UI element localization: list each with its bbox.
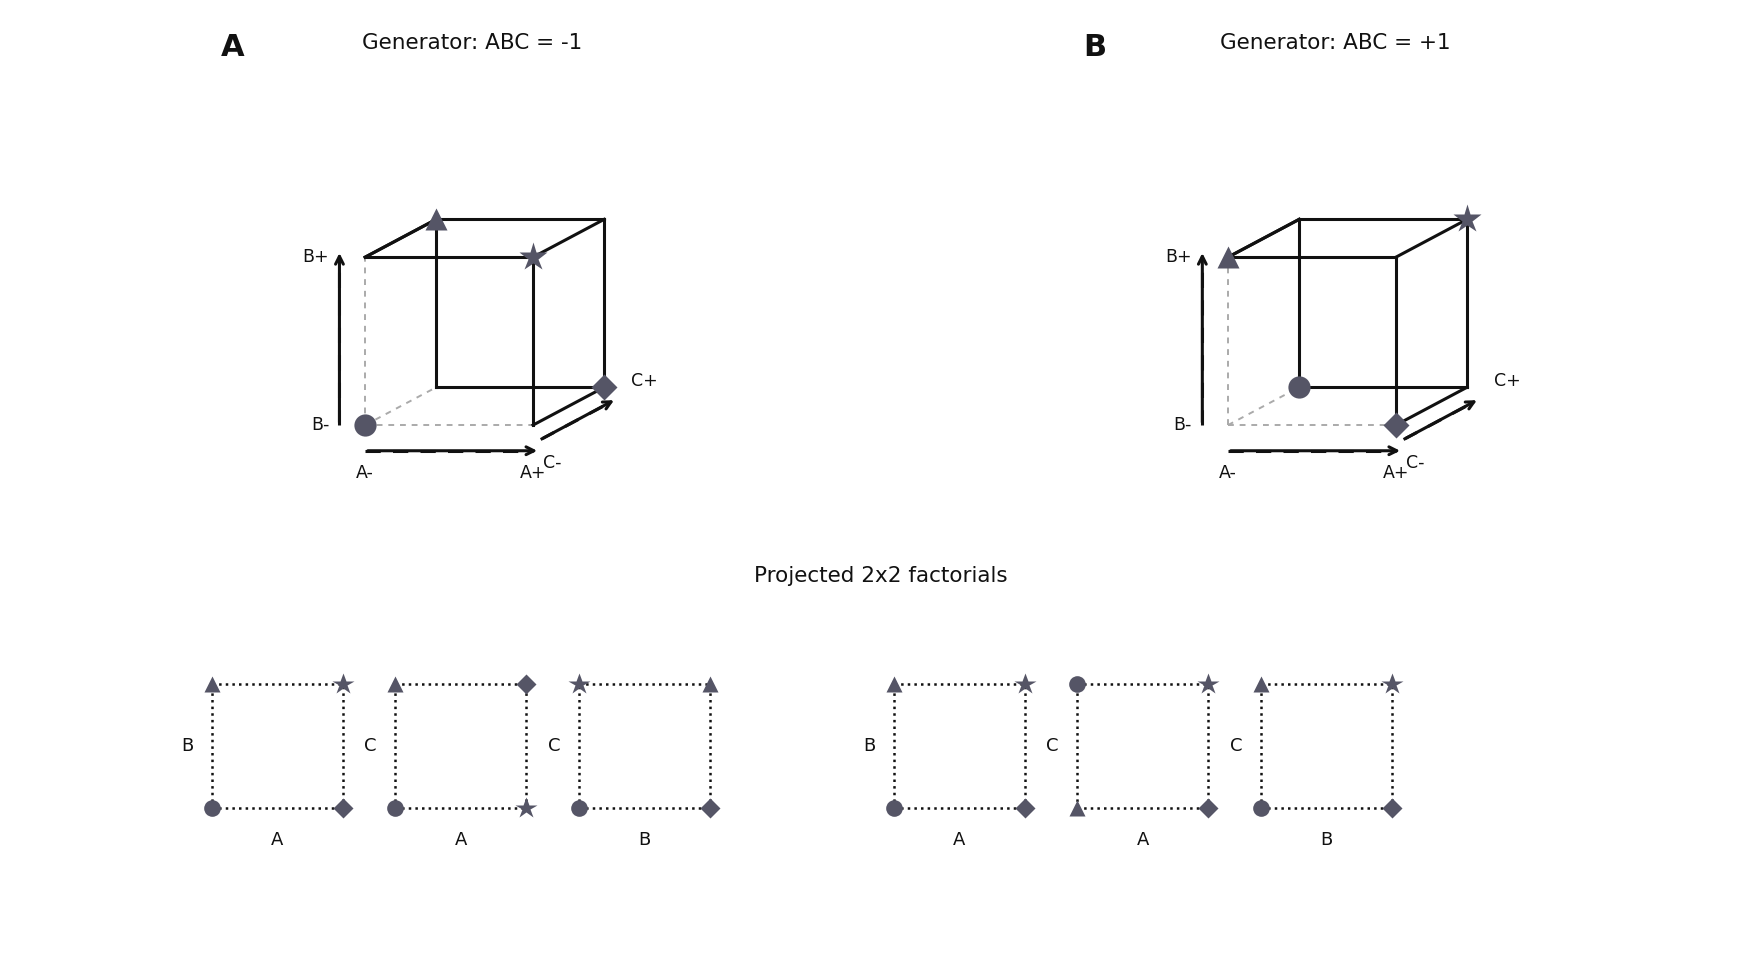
Text: A: A <box>953 831 965 849</box>
Text: A-: A- <box>1219 464 1236 482</box>
Text: A: A <box>454 831 467 849</box>
Text: C: C <box>1046 737 1058 755</box>
Text: B+: B+ <box>1166 248 1192 266</box>
Text: B: B <box>863 737 875 755</box>
Text: C-: C- <box>1405 455 1425 473</box>
Text: B: B <box>637 831 650 849</box>
Text: C: C <box>548 737 560 755</box>
Text: C: C <box>365 737 377 755</box>
Text: C-: C- <box>542 455 562 473</box>
Text: Projected 2x2 factorials: Projected 2x2 factorials <box>754 565 1007 586</box>
Text: C: C <box>1229 737 1243 755</box>
Text: Generator: ABC = -1: Generator: ABC = -1 <box>363 34 583 53</box>
Text: C+: C+ <box>1495 372 1522 390</box>
Text: A: A <box>1136 831 1148 849</box>
Text: A: A <box>220 34 245 63</box>
Text: B: B <box>1083 34 1106 63</box>
Text: B-: B- <box>1173 416 1192 434</box>
Text: A+: A+ <box>519 464 546 482</box>
Text: C+: C+ <box>632 372 659 390</box>
Text: B+: B+ <box>303 248 329 266</box>
Text: A-: A- <box>356 464 373 482</box>
Text: B: B <box>181 737 194 755</box>
Text: Generator: ABC = +1: Generator: ABC = +1 <box>1220 34 1451 53</box>
Text: A+: A+ <box>1382 464 1409 482</box>
Text: B: B <box>1321 831 1333 849</box>
Text: B-: B- <box>310 416 329 434</box>
Text: A: A <box>271 831 284 849</box>
